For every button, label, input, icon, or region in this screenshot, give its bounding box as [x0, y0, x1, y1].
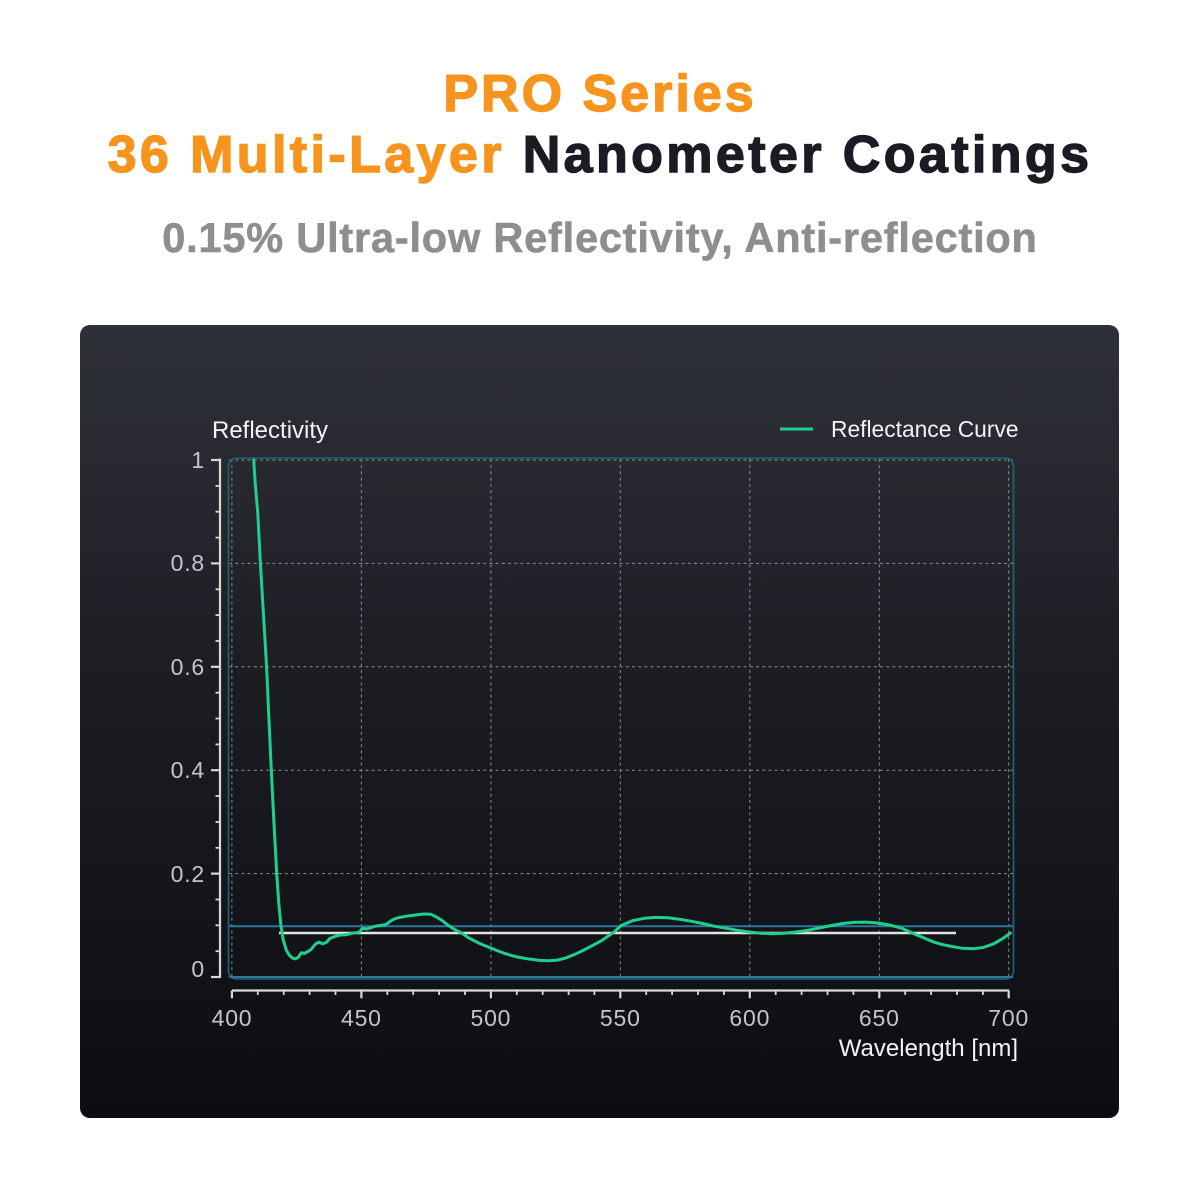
svg-text:0.15% Ultra-low Reflectivity,: 0.15% Ultra-low Reflectivity, Anti-refle…: [162, 214, 1037, 261]
svg-text:Reflectivity: Reflectivity: [212, 417, 328, 444]
svg-text:550: 550: [600, 1005, 641, 1031]
svg-text:500: 500: [471, 1005, 512, 1031]
svg-text:1: 1: [191, 447, 205, 473]
svg-text:0: 0: [191, 956, 205, 982]
svg-text:Reflectance Curve: Reflectance Curve: [831, 416, 1019, 442]
svg-text:0.8: 0.8: [171, 550, 205, 576]
svg-text:PRO Series: PRO Series: [443, 65, 756, 123]
svg-text:450: 450: [341, 1005, 382, 1031]
svg-text:400: 400: [212, 1005, 253, 1031]
svg-text:700: 700: [988, 1005, 1029, 1031]
svg-text:600: 600: [729, 1005, 770, 1031]
svg-text:0.4: 0.4: [171, 757, 205, 783]
svg-text:0.2: 0.2: [171, 861, 205, 887]
svg-text:36 Multi-Layer Nanometer Coati: 36 Multi-Layer Nanometer Coatings: [108, 126, 1093, 184]
svg-text:Wavelength [nm]: Wavelength [nm]: [839, 1035, 1018, 1062]
svg-text:650: 650: [859, 1005, 900, 1031]
svg-text:0.6: 0.6: [171, 654, 205, 680]
